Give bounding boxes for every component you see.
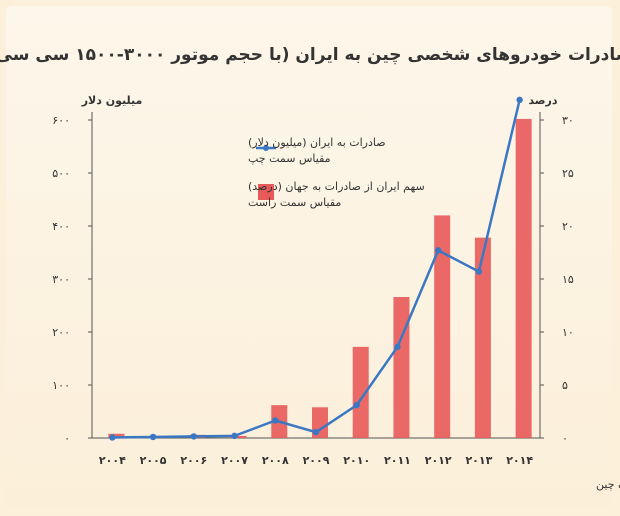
left-tick-label: ۵۰۰ (52, 167, 70, 180)
x-tick-label: ۲۰۱۳ (465, 454, 492, 467)
right-tick-label: ۲۵ (562, 167, 574, 180)
legend-bar-swatch (258, 184, 274, 200)
line-point (190, 433, 198, 440)
footer-note: تحلیل و استنتاج: احسان سلطانی بر اساس دا… (596, 478, 620, 491)
chart-title: صادرات خودروهای شخصی چین به ایران (با حج… (0, 45, 620, 65)
x-tick-label: ۲۰۰۷ (221, 454, 248, 467)
bar (230, 435, 247, 438)
x-tick-label: ۲۰۱۰ (343, 454, 370, 467)
right-axis-title: درصد (529, 94, 558, 107)
x-tick-label: ۲۰۱۲ (425, 454, 452, 467)
x-tick-label: ۲۰۰۶ (180, 454, 207, 467)
bar (393, 297, 410, 438)
line-point (475, 268, 483, 275)
bar (474, 237, 491, 438)
bar (352, 346, 369, 438)
right-tick-label: ۳۰ (562, 114, 574, 127)
bar (434, 215, 451, 438)
line-point (312, 428, 320, 436)
legend-bar-label: سهم ایران از صادرات به جهان (درصد) (248, 180, 425, 193)
left-tick-label: ۴۰۰ (52, 220, 70, 233)
x-tick-label: ۲۰۱۱ (384, 454, 411, 467)
right-tick-label: ۲۰ (562, 220, 574, 233)
line-point (516, 96, 523, 104)
line-point (434, 247, 442, 254)
legend: صادرات به ایران (میلیون دلار) مقیاس سمت … (248, 136, 425, 209)
right-tick-label: ۰ (562, 432, 568, 445)
export-line (112, 99, 521, 439)
left-tick-label: ۶۰۰ (52, 114, 70, 127)
line-point (149, 433, 157, 441)
legend-line-marker (263, 145, 269, 151)
line-point (353, 401, 360, 409)
right-tick-label: ۵ (562, 379, 568, 392)
x-tick-label: ۲۰۰۹ (303, 454, 330, 467)
right-tick-label: ۱۰ (562, 326, 574, 339)
bar (515, 118, 532, 438)
left-axis-title: میلیون دلار (81, 94, 143, 107)
chart-frame (6, 6, 612, 508)
line-point (231, 432, 238, 440)
line-point (394, 343, 401, 351)
legend-line-sublabel: مقیاس سمت چپ (248, 152, 331, 165)
line-point (272, 417, 279, 424)
left-tick-label: ۳۰۰ (52, 273, 70, 286)
line-point (109, 434, 116, 441)
legend-bar-sublabel: مقیاس سمت راست (248, 196, 341, 209)
right-tick-label: ۱۵ (562, 273, 574, 286)
x-tick-label: ۲۰۱۴ (506, 454, 533, 467)
left-tick-label: ۲۰۰ (52, 326, 70, 339)
x-tick-label: ۲۰۰۴ (99, 454, 126, 467)
x-tick-label: ۲۰۰۸ (262, 454, 289, 467)
left-tick-label: ۱۰۰ (52, 379, 70, 392)
x-tick-label: ۲۰۰۵ (140, 454, 167, 467)
bar (108, 433, 125, 438)
left-tick-label: ۰ (64, 432, 70, 445)
legend-line-label: صادرات به ایران (میلیون دلار) (248, 136, 386, 149)
